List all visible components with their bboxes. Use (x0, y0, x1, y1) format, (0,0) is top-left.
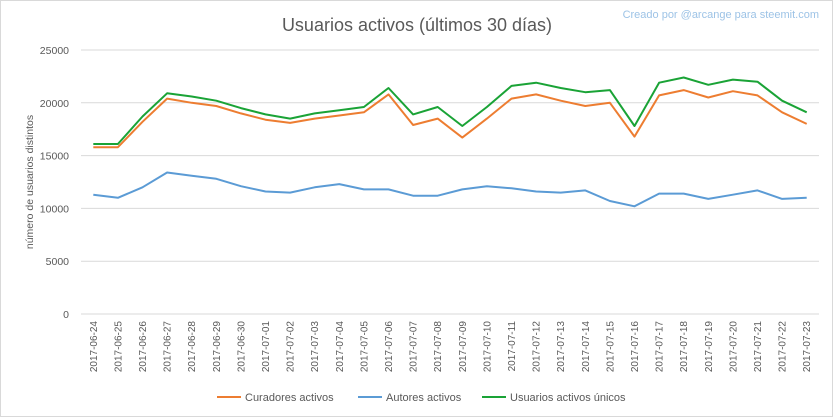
y-tick-label: 10000 (40, 203, 69, 215)
x-tick-label: 2017-07-21 (753, 321, 764, 373)
x-tick-label: 2017-07-22 (778, 321, 789, 373)
x-tick-label: 2017-07-20 (728, 321, 739, 373)
series-line (93, 89, 808, 149)
x-tick-label: 2017-06-25 (113, 321, 124, 373)
x-tick-label: 2017-06-24 (89, 321, 100, 373)
x-tick-label: 2017-07-06 (384, 321, 395, 373)
x-tick-label: 2017-07-02 (286, 321, 297, 373)
series-line (93, 76, 808, 145)
gridlines (81, 49, 819, 315)
legend-label: Curadores activos (245, 392, 334, 404)
x-tick-label: 2017-07-10 (482, 321, 493, 373)
y-tick-label: 25000 (40, 45, 69, 57)
x-tick-label: 2017-07-13 (556, 321, 567, 373)
x-tick-label: 2017-07-07 (409, 321, 420, 373)
x-tick-label: 2017-07-17 (655, 321, 666, 373)
x-tick-labels: 2017-06-24 2017-06-25 2017-06-26 2017-06-27… (89, 321, 813, 373)
y-axis-label: número de usuarios distintos (24, 115, 36, 249)
y-tick-label: 15000 (40, 151, 69, 163)
legend-label: Autores activos (386, 392, 462, 404)
x-tick-label: 2017-07-12 (532, 321, 543, 373)
y-tick-labels: 0 5000 10000 15000 20000 25000 (40, 45, 69, 321)
y-tick-label: 5000 (46, 256, 70, 268)
x-tick-label: 2017-07-16 (630, 321, 641, 373)
x-tick-label: 2017-07-15 (605, 321, 616, 373)
credit-text: Creado por @arcange para steemit.com (623, 9, 819, 21)
series-lines (93, 76, 808, 208)
legend-label: Usuarios activos únicos (510, 392, 626, 404)
x-tick-label: 2017-07-11 (507, 321, 518, 372)
x-tick-label: 2017-07-04 (335, 321, 346, 373)
x-tick-label: 2017-07-14 (581, 321, 592, 373)
x-tick-label: 2017-07-05 (359, 321, 370, 373)
x-tick-label: 2017-06-28 (187, 321, 198, 373)
x-tick-label: 2017-07-23 (802, 321, 813, 373)
legend: Curadores activos Autores activos Usuarios… (217, 392, 626, 404)
x-tick-label: 2017-06-29 (212, 321, 223, 373)
x-tick-label: 2017-06-30 (236, 321, 247, 373)
x-tick-label: 2017-07-08 (433, 321, 444, 373)
x-tick-label: 2017-06-26 (138, 321, 149, 373)
y-tick-label: 20000 (40, 98, 69, 110)
series-line (93, 171, 807, 208)
y-tick-label: 0 (63, 309, 69, 321)
x-tick-label: 2017-07-19 (704, 321, 715, 373)
x-tick-label: 2017-07-01 (261, 321, 272, 373)
x-tick-label: 2017-07-18 (679, 321, 690, 373)
x-tick-label: 2017-07-09 (458, 321, 469, 373)
chart-title: Usuarios activos (últimos 30 días) (282, 15, 552, 35)
x-tick-label: 2017-07-03 (310, 321, 321, 373)
x-tick-label: 2017-06-27 (163, 321, 174, 373)
